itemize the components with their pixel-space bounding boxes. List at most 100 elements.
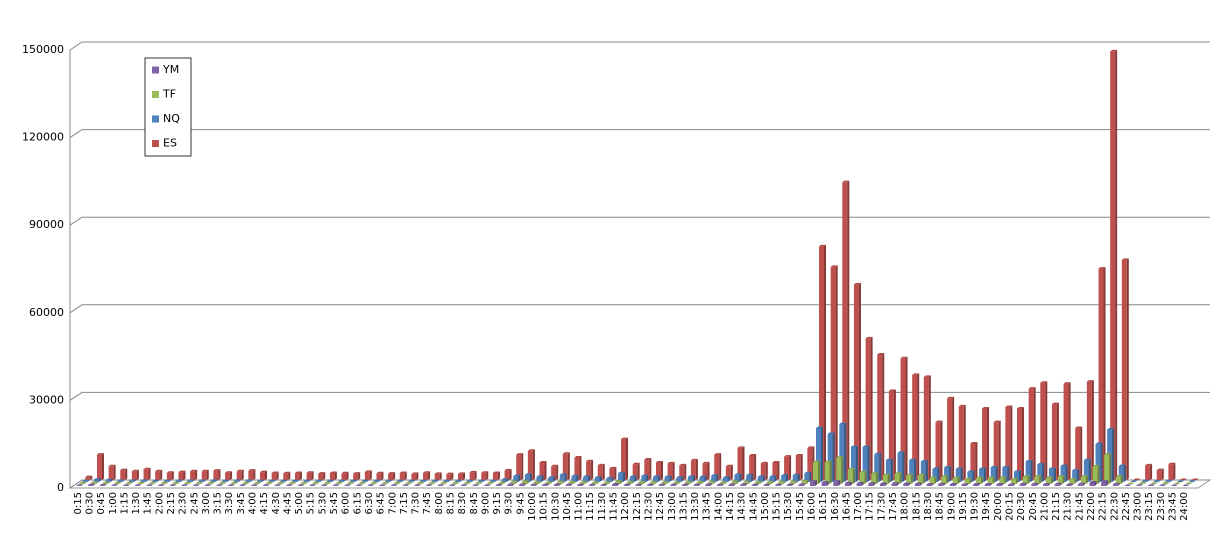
legend-swatch: [152, 66, 159, 74]
x-tick-label: 23:00: [1133, 492, 1144, 521]
bar-top: [568, 481, 576, 483]
bar-side: [192, 479, 195, 482]
bar: [859, 470, 867, 484]
bar-face: [1110, 51, 1116, 481]
bar-face: [260, 472, 266, 480]
bar-side: [899, 472, 902, 484]
bar-top: [740, 483, 748, 485]
x-tick-label: 23:45: [1168, 492, 1179, 521]
bar: [1110, 49, 1118, 481]
bar-top: [463, 481, 471, 484]
bar: [204, 484, 212, 486]
bar-top: [658, 483, 666, 486]
bar: [1069, 478, 1077, 484]
bar-top: [402, 484, 410, 486]
bar-side: [1027, 475, 1030, 484]
bar-face: [853, 284, 859, 480]
bar-side: [1173, 462, 1176, 480]
bar-side: [1155, 482, 1158, 484]
bar: [740, 483, 748, 486]
bar-side: [334, 471, 337, 480]
bar-top: [131, 469, 139, 472]
bar-face: [125, 483, 131, 484]
x-tick-label: 19:15: [958, 492, 969, 521]
bar-side: [879, 452, 882, 482]
bar: [961, 483, 969, 486]
bar: [1124, 484, 1132, 486]
bar: [1057, 475, 1065, 484]
bar-top: [775, 483, 783, 486]
bar-side: [160, 469, 163, 480]
bar-face: [661, 482, 667, 484]
bar-side: [151, 484, 154, 486]
bar-side: [651, 483, 654, 486]
bar-side: [442, 484, 445, 486]
bar-face: [117, 480, 123, 482]
bar-top: [1112, 482, 1120, 485]
bar-side: [349, 484, 352, 486]
bar-side: [230, 471, 233, 480]
bar: [326, 479, 334, 482]
bar-face: [847, 469, 853, 484]
bar: [1083, 458, 1091, 482]
bar-side: [148, 467, 151, 480]
bar-side: [1112, 427, 1115, 482]
bar-top: [923, 375, 931, 377]
bar-top: [285, 484, 293, 486]
bar-face: [1002, 467, 1008, 482]
bar-top: [903, 482, 911, 484]
bar: [172, 481, 180, 484]
bar-top: [516, 453, 524, 455]
bar: [181, 484, 189, 486]
bar-side: [1010, 405, 1013, 480]
grid-line: [69, 216, 1210, 226]
bar-top: [350, 479, 358, 482]
bar-top: [355, 484, 363, 486]
bar-face: [824, 462, 830, 484]
bar-top: [888, 389, 896, 391]
bar: [312, 481, 320, 484]
bar-top: [644, 458, 652, 460]
bar-face: [778, 482, 784, 484]
bar: [320, 484, 328, 486]
bar-top: [684, 481, 692, 483]
bar-face: [1054, 484, 1060, 486]
bar: [687, 475, 695, 482]
bar-top: [574, 456, 582, 458]
bar-top: [548, 476, 556, 478]
bar-top: [111, 484, 119, 486]
bar-top: [1115, 475, 1123, 477]
bar-side: [556, 464, 559, 480]
bar: [586, 459, 594, 480]
grid-line: [69, 129, 1210, 139]
bar-face: [719, 482, 725, 484]
bar-face: [626, 482, 632, 484]
bar-top: [434, 472, 442, 474]
bar: [955, 467, 963, 482]
bar-side: [340, 481, 343, 484]
bar: [757, 475, 765, 482]
bar-face: [1005, 407, 1011, 480]
x-tick-label: 2:45: [189, 492, 200, 514]
bar-top: [702, 461, 710, 464]
bar-top: [929, 476, 937, 479]
bar-face: [976, 478, 982, 484]
bar-top: [586, 459, 594, 462]
bar-face: [469, 472, 475, 480]
bar-face: [1142, 481, 1148, 482]
bar: [629, 475, 637, 482]
bar-top: [556, 480, 564, 483]
bar-top: [757, 475, 765, 477]
bar-side: [777, 460, 780, 480]
bar-side: [273, 479, 276, 482]
bar: [731, 480, 739, 484]
bar: [1168, 462, 1176, 480]
bar: [353, 472, 361, 480]
bar-top: [431, 479, 439, 482]
bar-face: [105, 480, 111, 482]
bar-face: [775, 485, 781, 486]
bar-side: [576, 474, 579, 482]
bar-top: [184, 481, 192, 484]
bar-face: [565, 485, 571, 486]
bar-side: [768, 483, 771, 486]
